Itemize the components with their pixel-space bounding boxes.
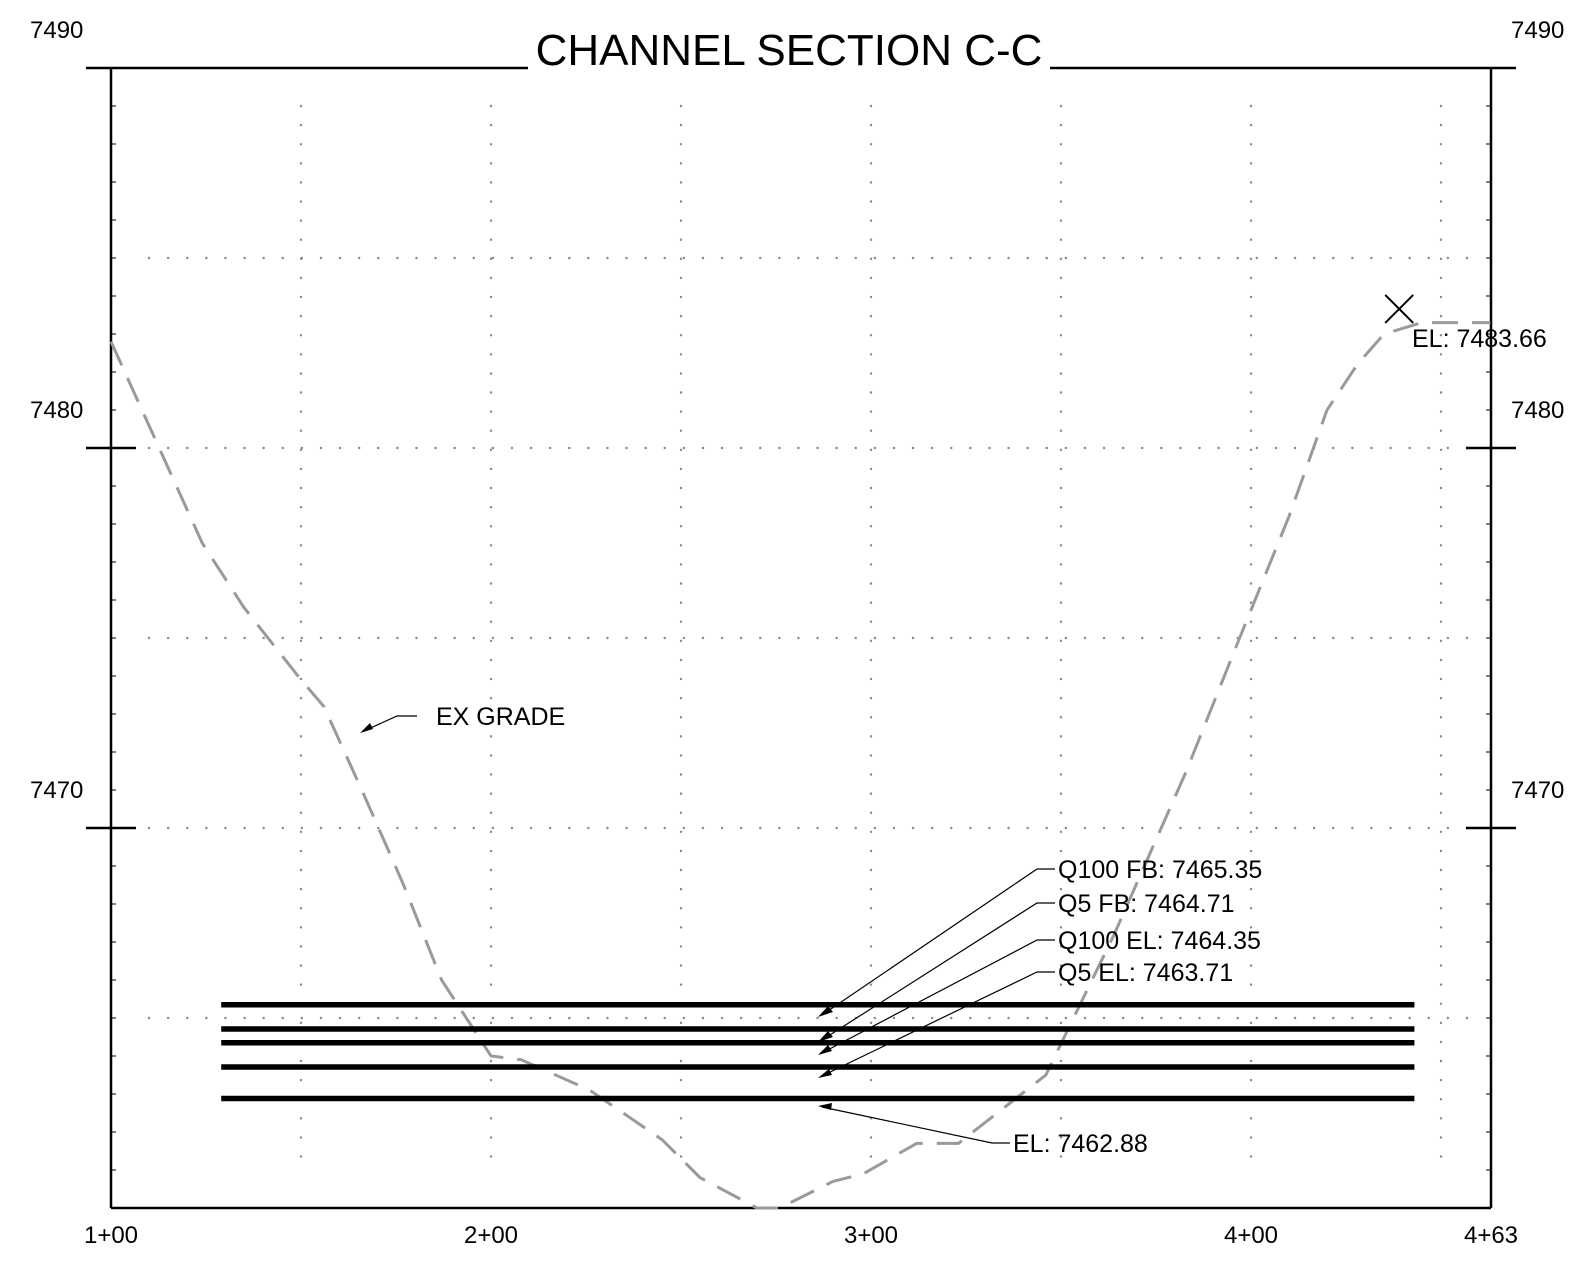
station-label-4-63: 4+63 [1464, 1222, 1518, 1249]
axis-ticks [86, 105, 1516, 1171]
invert-el-leader [821, 1106, 1010, 1144]
station-label-3-00: 3+00 [844, 1222, 898, 1249]
annotation-leaders [360, 715, 1055, 1144]
q5-el-label: Q5 EL: 7463.71 [1058, 959, 1233, 987]
q100-fb-label: Q100 FB: 7465.35 [1058, 856, 1262, 884]
q5-fb-leader [821, 902, 1055, 1041]
q5-el-leader [821, 971, 1055, 1077]
q100-el-label: Q100 EL: 7464.35 [1058, 927, 1261, 955]
invert-el-arrowhead [818, 1103, 832, 1110]
station-label-1-00: 1+00 [84, 1222, 138, 1249]
crest-elevation-label: EL: 7483.66 [1412, 325, 1547, 353]
existing-grade-line [109, 321, 1491, 1210]
q100-fb-arrowhead [818, 1006, 833, 1017]
elev-label-left-7470: 7470 [30, 777, 83, 804]
section-title: CHANNEL SECTION C-C [536, 26, 1043, 75]
elev-label-left-7480: 7480 [30, 397, 83, 424]
q5-fb-arrowhead [818, 1031, 833, 1042]
q5-fb-label: Q5 FB: 7464.71 [1058, 890, 1235, 918]
q100-fb-leader [821, 868, 1055, 1016]
water-surface-lines [221, 1001, 1415, 1102]
station-label-4-00: 4+00 [1224, 1222, 1278, 1249]
ex-grade-label: EX GRADE [436, 703, 565, 731]
crest-x-marker [1384, 294, 1414, 324]
q5-el-arrowhead [818, 1069, 832, 1078]
station-label-2-00: 2+00 [464, 1222, 518, 1249]
crest-x-stroke [1384, 294, 1414, 324]
ex-grade-arrowhead [360, 723, 373, 733]
invert-elevation-label: EL: 7462.88 [1013, 1130, 1148, 1158]
grid [147, 104, 1485, 1172]
ex-grade-leader [363, 715, 417, 732]
q100-el-arrowhead [818, 1045, 832, 1055]
elev-label-right-7470: 7470 [1511, 777, 1564, 804]
elev-label-right-7490: 7490 [1511, 17, 1564, 44]
elev-label-left-7490: 7490 [30, 17, 83, 44]
elev-label-right-7480: 7480 [1511, 397, 1564, 424]
q100-el-leader [821, 939, 1055, 1054]
